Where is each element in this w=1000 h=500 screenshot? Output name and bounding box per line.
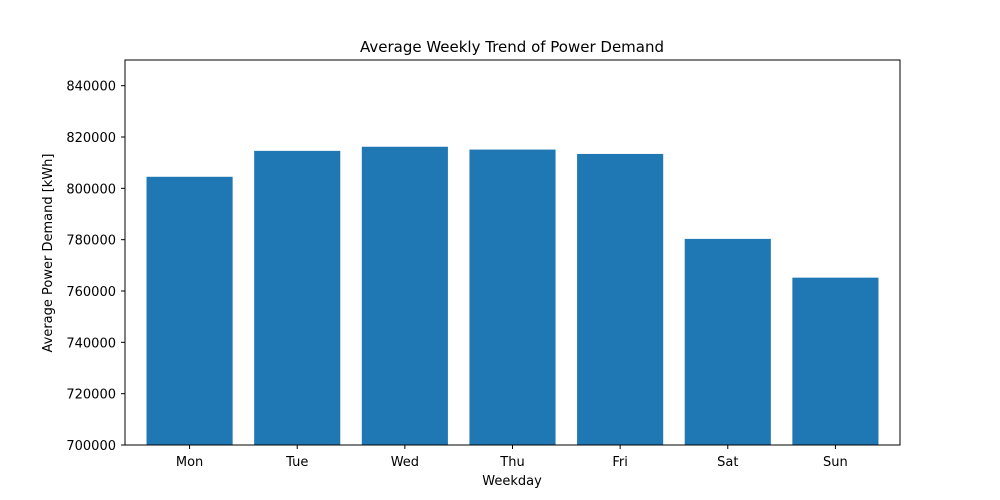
y-axis-ticks: 700000 720000 740000 760000 780000 800000 8200…: [66, 80, 125, 454]
x-tick-label: Thu: [499, 455, 524, 470]
y-tick-label: 700000: [66, 439, 116, 454]
y-tick-label: 720000: [66, 388, 116, 403]
bar-sat: [684, 238, 771, 445]
x-tick-label: Mon: [176, 455, 203, 470]
y-tick-label: 800000: [66, 182, 116, 197]
bar-wed: [361, 146, 448, 445]
y-tick-label: 740000: [66, 336, 116, 351]
y-axis-label: Average Power Demand [kWh]: [41, 154, 56, 353]
x-tick-label: Wed: [391, 455, 419, 470]
y-tick-label: 780000: [66, 234, 116, 249]
chart-title: Average Weekly Trend of Power Demand: [360, 38, 664, 56]
x-tick-label: Fri: [612, 455, 628, 470]
plot-frame: [124, 59, 901, 446]
y-tick-label: 820000: [66, 131, 116, 146]
bar-thu: [469, 149, 556, 445]
x-tick-label: Tue: [285, 455, 308, 470]
bar-mon: [146, 176, 233, 446]
bar-series: [146, 146, 879, 446]
y-tick-label: 760000: [66, 285, 116, 300]
bar-fri: [577, 153, 664, 445]
y-tick-label: 840000: [66, 80, 116, 95]
x-tick-label: Sun: [823, 455, 848, 470]
bar-tue: [254, 150, 341, 446]
x-tick-label: Sat: [717, 455, 738, 470]
bar-sun: [792, 277, 879, 445]
x-axis-label: Weekday: [482, 474, 542, 489]
x-axis-ticks: Mon Tue Wed Thu Fri Sat Sun: [176, 445, 848, 470]
